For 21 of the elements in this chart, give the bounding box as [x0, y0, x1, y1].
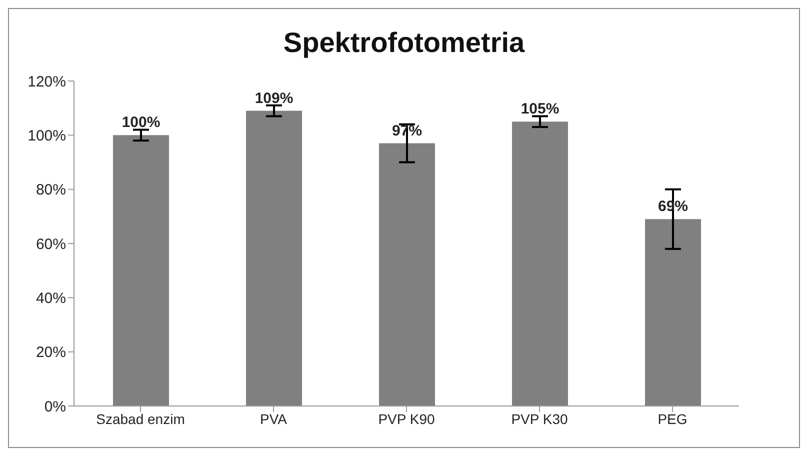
bar	[645, 219, 701, 406]
y-tick-label: 0%	[44, 398, 66, 416]
y-tick-label: 20%	[36, 344, 66, 362]
bar	[379, 143, 435, 406]
y-tick-label: 100%	[28, 127, 66, 144]
bar	[246, 110, 302, 406]
chart-title: Spektrofotometria	[282, 26, 526, 60]
y-tick-label: 60%	[36, 236, 66, 253]
x-tick-label: PVA	[260, 410, 288, 427]
data-label: 109%	[254, 90, 294, 107]
bar	[113, 135, 169, 406]
x-tick-label: Szabad enzim	[96, 410, 185, 427]
data-label: 105%	[520, 100, 560, 118]
data-label: 100%	[122, 114, 160, 132]
y-tick-label: 80%	[36, 182, 66, 199]
y-tick-label: 120%	[28, 73, 66, 90]
x-tick-label: PVP K90	[378, 410, 435, 427]
x-tick-label: PEG	[658, 410, 688, 427]
y-tick-label: 40%	[36, 290, 66, 307]
x-tick-label: PVP K30	[511, 410, 568, 427]
bar	[512, 122, 568, 406]
